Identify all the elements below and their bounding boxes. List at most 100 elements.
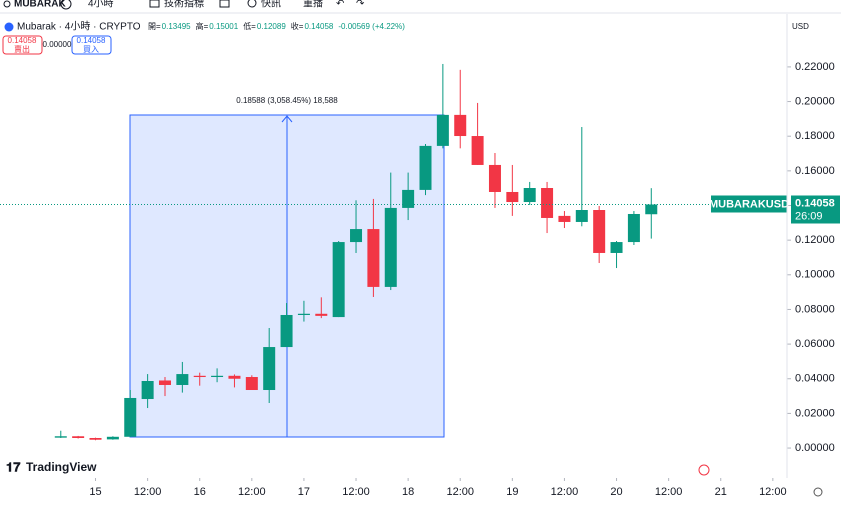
x-tick-label: 12:00 (342, 486, 370, 498)
candle-body (297, 313, 310, 315)
price-tag-symbol: MUBARAKUSD (709, 198, 789, 210)
event-flag[interactable] (698, 464, 710, 476)
plot: 0.00000 0.02000 0.04000 0.06000 0.08000 0.100… (0, 61, 840, 498)
buy-button[interactable] (71, 35, 112, 55)
candle-body (488, 164, 501, 192)
alert-icon[interactable] (247, 0, 257, 8)
candle-body (541, 188, 554, 218)
candle-body (72, 436, 85, 438)
ohlc-label: 開= (148, 22, 161, 31)
y-tick-label: 0.10000 (795, 269, 835, 281)
x-tick-label: 21 (715, 486, 727, 498)
ohlc-label: 低= (243, 21, 256, 31)
arrow-head (281, 115, 293, 123)
layout-icon[interactable] (219, 0, 230, 8)
y-tick-label: 0.20000 (795, 95, 835, 107)
toolbar: MUBARAK 4小時 技術指標 快訊 重播 ↶ ↷ (3, 0, 365, 10)
candle-body (54, 436, 67, 438)
indicator-icon[interactable] (149, 0, 160, 8)
candle-body (471, 136, 484, 165)
x-tick-label: 12:00 (238, 486, 266, 498)
candle-body (280, 314, 293, 348)
add-symbol[interactable] (60, 0, 72, 10)
candle-body (315, 313, 328, 316)
y-tick-label: 0.02000 (795, 407, 835, 419)
indicators-button[interactable]: 技術指標 (164, 0, 204, 10)
candle-body (211, 375, 224, 378)
ohlc-label: 高= (196, 21, 209, 31)
logo-mark: 𝟏𝟕 (6, 459, 21, 474)
undo-button[interactable]: ↶ (336, 0, 344, 10)
replay-button[interactable]: 重播 (303, 0, 323, 10)
candle-body (523, 188, 536, 203)
ohlc-legend: 開= 0.13495 高= 0.15001 低= 0.12089 收= 0.14058 -0.0… (148, 21, 405, 31)
y-tick-label: 0.00000 (795, 442, 835, 454)
change: -0.00569 (+4.22%) (338, 22, 405, 31)
buy-price: 0.14058 (77, 36, 106, 45)
candle-body (124, 397, 137, 437)
y-tick-label: 0.12000 (795, 234, 835, 246)
symbol-button[interactable]: MUBARAK (14, 0, 66, 10)
legend-title: Mubarak · 4小時 · CRYPTO (17, 21, 141, 33)
candle-body (141, 380, 154, 400)
sell-label: 賣出 (14, 44, 30, 54)
y-tick-label: 0.18000 (795, 130, 835, 142)
ohlc-value: 0.12089 (257, 22, 286, 31)
ohlc-label: 收= (291, 21, 304, 31)
x-tick-label: 17 (298, 486, 310, 498)
candle-body (575, 210, 588, 222)
settings-icon[interactable] (813, 487, 823, 497)
candle-body (593, 210, 606, 253)
buy-label: 買入 (83, 45, 99, 54)
y-tick-label: 0.22000 (795, 61, 835, 73)
x-tick-label: 20 (610, 486, 622, 498)
candle-body (176, 374, 189, 385)
x-tick-label: 12:00 (551, 486, 579, 498)
x-tick-label: 12:00 (134, 486, 162, 498)
candle-body (367, 229, 380, 287)
candle-body (263, 347, 276, 391)
candle-body (106, 436, 119, 440)
alert-button[interactable]: 快訊 (261, 0, 281, 10)
ohlc-value: 0.15001 (209, 22, 238, 31)
search-icon[interactable] (3, 0, 11, 8)
interval-button[interactable]: 4小時 (88, 0, 114, 10)
sell-button[interactable] (2, 35, 43, 55)
x-tick-label: 19 (506, 486, 518, 498)
countdown: 26:09 (795, 210, 823, 222)
candle-body (89, 437, 102, 440)
candle-body (350, 229, 363, 243)
candle-body (228, 375, 241, 379)
candle-body (384, 207, 397, 287)
y-tick-label: 0.08000 (795, 303, 835, 315)
x-tick-label: 18 (402, 486, 414, 498)
candle-body (402, 189, 415, 208)
x-tick-label: 12:00 (655, 486, 683, 498)
y-tick-label: 0.04000 (795, 373, 835, 385)
spread: 0.00000 (43, 40, 72, 49)
currency-label: USD (792, 22, 809, 31)
candle-body (419, 145, 432, 190)
ohlc-value: 0.13495 (162, 22, 191, 31)
candle-body (506, 191, 519, 203)
candle-body (558, 215, 571, 222)
candle-body (645, 204, 658, 215)
candle-body (436, 114, 449, 146)
x-tick-label: 12:00 (759, 486, 787, 498)
y-tick-label: 0.16000 (795, 165, 835, 177)
candle-body (627, 213, 640, 243)
x-tick-label: 15 (89, 486, 101, 498)
symbol-logo (4, 22, 14, 32)
x-tick-label: 12:00 (446, 486, 474, 498)
measure-label: 0.18588 (3,058.45%) 18,588 (236, 96, 338, 105)
candle-body (332, 242, 345, 318)
price-label: 0.14058 (795, 197, 835, 209)
ohlc-value: 0.14058 (304, 22, 333, 31)
candle-body (610, 242, 623, 253)
redo-button[interactable]: ↷ (356, 0, 365, 10)
candle-body (454, 114, 467, 137)
logo[interactable]: TradingView (26, 460, 97, 474)
candle-body (158, 380, 171, 385)
